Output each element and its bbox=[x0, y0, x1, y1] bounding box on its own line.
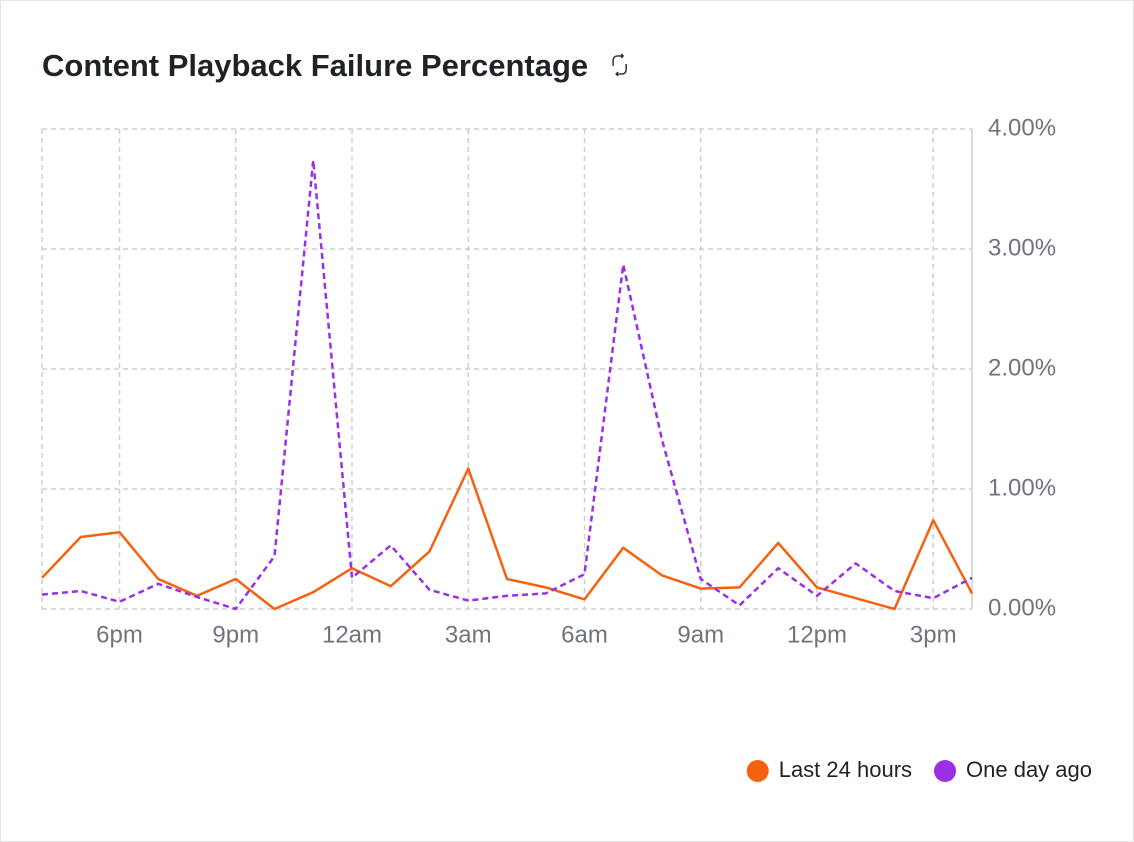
legend-marker bbox=[934, 760, 957, 782]
x-tick-label: 6pm bbox=[96, 621, 143, 648]
x-tick-label: 9pm bbox=[212, 621, 259, 648]
x-tick-label: 3pm bbox=[910, 621, 957, 648]
y-tick-label: 1.00% bbox=[988, 474, 1056, 501]
x-tick-label: 6am bbox=[561, 621, 608, 648]
legend-label: Last 24 hours bbox=[779, 757, 912, 782]
y-tick-label: 3.00% bbox=[988, 234, 1056, 261]
chart-title: Content Playback Failure Percentage bbox=[42, 48, 588, 83]
y-tick-label: 0.00% bbox=[988, 594, 1056, 621]
legend-label: One day ago bbox=[966, 757, 1092, 782]
x-tick-label: 9am bbox=[677, 621, 724, 648]
legend-marker bbox=[746, 760, 769, 782]
x-tick-label: 12am bbox=[322, 621, 382, 648]
x-tick-label: 3am bbox=[445, 621, 492, 648]
y-tick-label: 4.00% bbox=[988, 114, 1056, 141]
x-tick-label: 12pm bbox=[787, 621, 847, 648]
series-line bbox=[41, 158, 973, 611]
sync-icon[interactable] bbox=[612, 53, 627, 77]
y-tick-label: 2.00% bbox=[988, 354, 1056, 381]
